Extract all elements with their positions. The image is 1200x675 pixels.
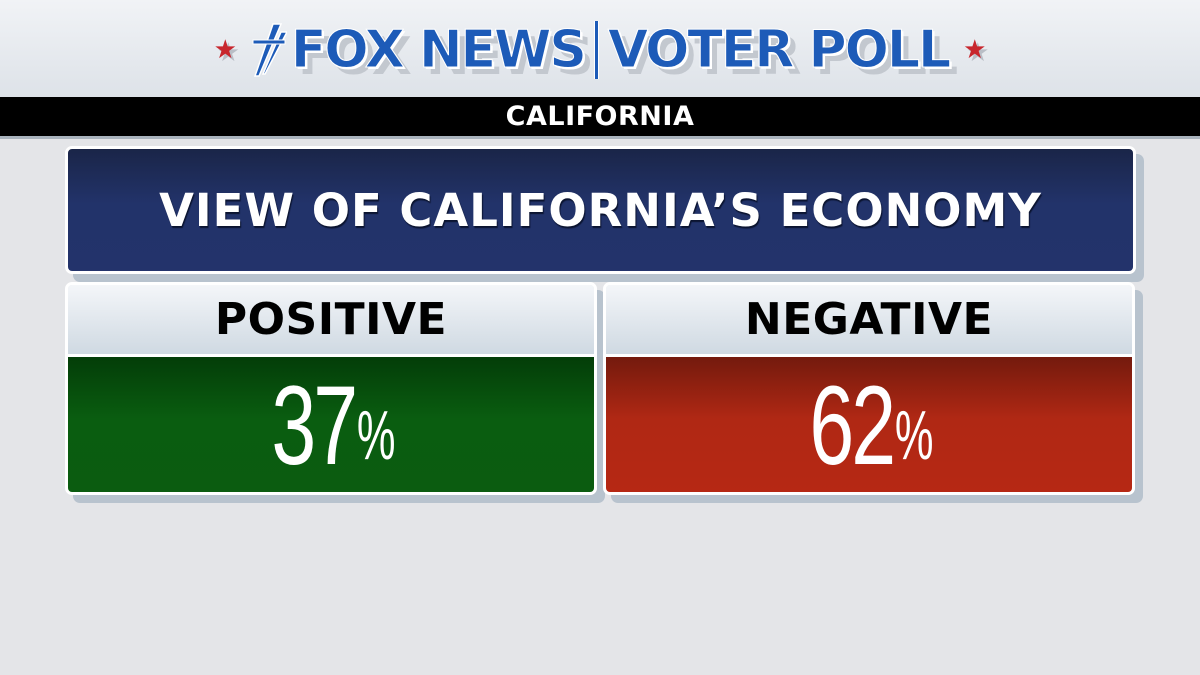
- brand-name: FOX NEWS: [290, 20, 587, 80]
- percent-sign: %: [894, 396, 934, 474]
- card-label: NEGATIVE: [744, 294, 994, 345]
- star-icon: ★: [213, 35, 237, 65]
- fox-news-voter-poll-logo: ★ FOX NEWS VOTER POLL ★: [0, 10, 1200, 90]
- logo-divider: [594, 21, 598, 79]
- card-value-area: 62 %: [606, 357, 1132, 492]
- result-card-negative: NEGATIVE 62 %: [603, 282, 1135, 495]
- card-label-area: NEGATIVE: [606, 285, 1132, 357]
- fox-news-searchlight-icon: [251, 22, 289, 78]
- percentage-value: 62: [808, 363, 896, 488]
- percent-sign: %: [356, 396, 396, 474]
- question-title: VIEW OF CALIFORNIA’S ECONOMY: [159, 183, 1042, 237]
- state-label: CALIFORNIA: [505, 101, 695, 132]
- percentage-value: 37: [270, 363, 358, 488]
- card-label: POSITIVE: [214, 294, 448, 345]
- card-value-area: 37 %: [68, 357, 594, 492]
- question-title-box: VIEW OF CALIFORNIA’S ECONOMY: [65, 146, 1136, 274]
- header-banner: ★ FOX NEWS VOTER POLL ★: [0, 0, 1200, 98]
- state-bar: CALIFORNIA: [0, 97, 1200, 139]
- card-label-area: POSITIVE: [68, 285, 594, 357]
- star-icon: ★: [963, 35, 987, 65]
- result-card-positive: POSITIVE 37 %: [65, 282, 597, 495]
- product-name: VOTER POLL: [607, 20, 951, 80]
